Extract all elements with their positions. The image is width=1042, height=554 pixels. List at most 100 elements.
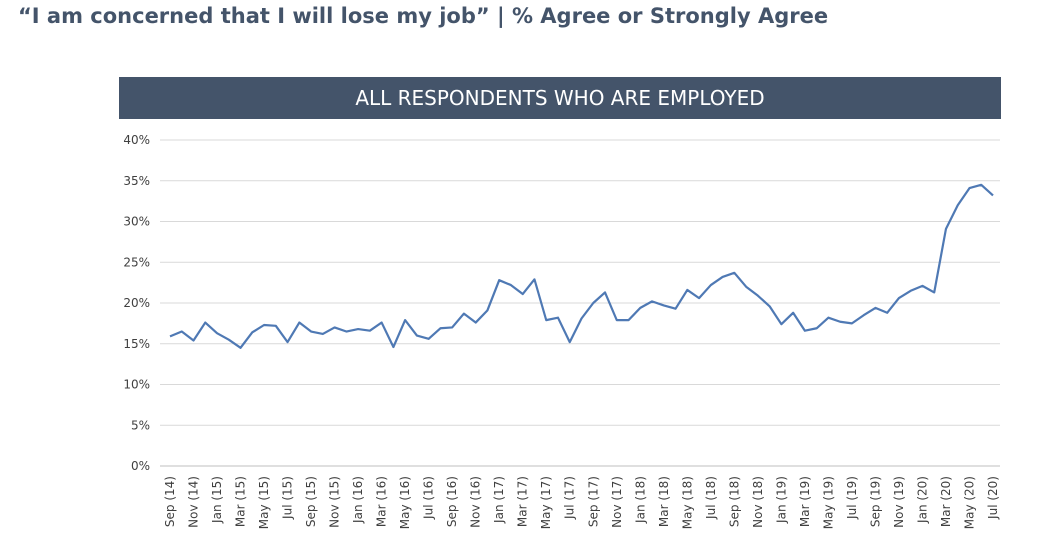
data-point <box>310 331 312 333</box>
data-point <box>722 276 724 278</box>
data-point <box>251 331 253 333</box>
x-tick-label: Nov (17) <box>610 476 624 528</box>
data-point <box>381 322 383 324</box>
data-point <box>369 330 371 332</box>
data-point <box>604 291 606 293</box>
data-point <box>769 305 771 307</box>
data-point <box>827 317 829 319</box>
data-point <box>533 278 535 280</box>
data-point <box>463 313 465 315</box>
data-point <box>628 319 630 321</box>
data-point <box>592 302 594 304</box>
x-tick-label: Jul (16) <box>422 476 436 520</box>
x-tick-label: Jan (17) <box>492 476 506 524</box>
data-point <box>169 335 171 337</box>
data-point <box>498 279 500 281</box>
x-tick-label: May (15) <box>257 476 271 529</box>
x-tick-label: Mar (20) <box>939 476 953 527</box>
x-tick-label: Sep (14) <box>163 476 177 527</box>
data-point <box>545 319 547 321</box>
data-point <box>451 326 453 328</box>
data-point <box>181 331 183 333</box>
data-point <box>357 328 359 330</box>
data-point <box>522 293 524 295</box>
data-point <box>240 347 242 349</box>
data-point <box>322 333 324 335</box>
series-layer <box>169 183 994 349</box>
y-tick-label: 40% <box>123 133 150 147</box>
data-point <box>228 339 230 341</box>
data-point <box>510 284 512 286</box>
data-point <box>345 331 347 333</box>
data-point <box>416 335 418 337</box>
y-tick-label: 10% <box>123 378 150 392</box>
data-point <box>745 286 747 288</box>
y-tick-label: 25% <box>123 255 150 269</box>
data-point <box>475 322 477 324</box>
data-point <box>957 204 959 206</box>
data-point <box>639 307 641 309</box>
x-tick-label: Jan (18) <box>633 476 647 524</box>
gridlines <box>160 139 1000 467</box>
data-point <box>675 308 677 310</box>
x-axis-tick-labels: Sep (14) Nov (14) Jan (15) Mar (15) May (15)… <box>163 476 1000 529</box>
x-tick-label: Nov (19) <box>892 476 906 528</box>
x-tick-label: May (17) <box>539 476 553 529</box>
y-axis-tick-labels: 0% 5% 10% 15% 20% 25% 30% 35% 40% <box>123 133 150 473</box>
x-tick-label: Mar (19) <box>798 476 812 527</box>
data-point <box>651 300 653 302</box>
x-tick-label: May (20) <box>962 476 976 529</box>
data-point <box>910 290 912 292</box>
data-point <box>334 326 336 328</box>
x-tick-label: Jan (15) <box>210 476 224 524</box>
data-point <box>945 228 947 230</box>
x-tick-label: May (16) <box>398 476 412 529</box>
x-tick-label: Jul (18) <box>704 476 718 520</box>
x-tick-label: Sep (18) <box>727 476 741 527</box>
data-point <box>780 323 782 325</box>
data-point <box>404 319 406 321</box>
data-point <box>839 321 841 323</box>
x-tick-label: Sep (15) <box>304 476 318 527</box>
y-tick-label: 20% <box>123 296 150 310</box>
data-point <box>863 314 865 316</box>
data-point <box>874 307 876 309</box>
x-tick-label: Jul (15) <box>281 476 295 520</box>
chart-title: ALL RESPONDENTS WHO ARE EMPLOYED <box>355 86 765 110</box>
data-point <box>898 297 900 299</box>
y-tick-label: 0% <box>131 459 150 473</box>
x-tick-label: Jul (20) <box>986 476 1000 520</box>
y-tick-label: 35% <box>123 174 150 188</box>
x-tick-label: Jan (20) <box>915 476 929 524</box>
data-point <box>733 272 735 274</box>
data-point <box>298 322 300 324</box>
y-tick-label: 15% <box>123 337 150 351</box>
x-tick-label: Sep (16) <box>445 476 459 527</box>
data-point <box>992 194 994 196</box>
x-tick-label: Nov (14) <box>187 476 201 528</box>
data-point <box>663 304 665 306</box>
x-tick-label: Mar (17) <box>516 476 530 527</box>
chart-title-banner: ALL RESPONDENTS WHO ARE EMPLOYED <box>119 77 1001 119</box>
x-tick-label: Sep (17) <box>586 476 600 527</box>
x-tick-label: Jul (19) <box>845 476 859 520</box>
x-tick-label: Mar (15) <box>234 476 248 527</box>
data-point <box>698 297 700 299</box>
x-tick-label: Nov (16) <box>469 476 483 528</box>
x-tick-label: Mar (16) <box>375 476 389 527</box>
data-point <box>710 284 712 286</box>
x-tick-label: Jan (16) <box>351 476 365 524</box>
data-point <box>204 322 206 324</box>
series-line <box>169 183 994 349</box>
data-point <box>557 317 559 319</box>
data-point <box>392 346 394 348</box>
data-point <box>968 187 970 189</box>
x-tick-label: Jul (17) <box>563 476 577 520</box>
data-point <box>275 325 277 327</box>
data-point <box>980 184 982 186</box>
data-point <box>263 324 265 326</box>
data-point <box>439 327 441 329</box>
data-point <box>581 317 583 319</box>
x-tick-label: May (19) <box>821 476 835 529</box>
